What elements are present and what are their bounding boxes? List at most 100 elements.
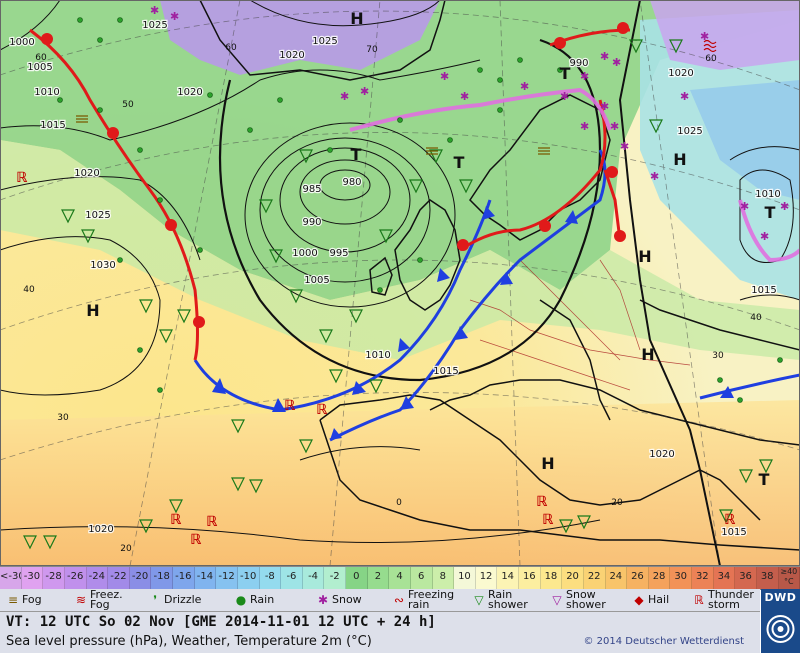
- warm-front-bumps: [41, 22, 629, 328]
- svg-text:✱: ✱: [612, 56, 621, 69]
- temperature-scale-cell: -2: [324, 567, 346, 589]
- isobar-label: 1000: [292, 248, 317, 259]
- legend-symbol-icon: ❜: [153, 593, 157, 607]
- high-pressure-mark: H: [638, 247, 651, 266]
- isobar-label: 1025: [142, 20, 167, 31]
- svg-text:✱: ✱: [610, 120, 619, 133]
- thunderstorm-symbols: ℝℝℝ ℝℝℝ ℝℝℝ: [16, 170, 736, 548]
- temperature-label: 70: [366, 45, 378, 55]
- isobar-label: 1010: [755, 189, 780, 200]
- isobar-label: 1025: [677, 126, 702, 137]
- legend-symbol-icon: ℝ: [694, 593, 704, 607]
- isobar-label: 1020: [649, 449, 674, 460]
- legend-symbol-icon: ◆: [634, 593, 644, 607]
- temperature-scale-cell: ≥40 °C: [778, 567, 800, 589]
- temperature-label: 30: [57, 413, 69, 423]
- svg-text:✱: ✱: [560, 90, 569, 103]
- high-pressure-mark: H: [541, 454, 554, 473]
- legend-symbol-icon: ▽: [474, 593, 484, 607]
- legend-item: ❜ Drizzle: [146, 589, 201, 611]
- temperature-scale-cell: -22: [108, 567, 130, 589]
- isobar-label: 1015: [751, 285, 776, 296]
- temperature-label: 60: [35, 53, 47, 63]
- temperature-label: 60: [225, 43, 237, 53]
- svg-text:✱: ✱: [700, 30, 709, 43]
- temperature-scale-cell: 26: [627, 567, 649, 589]
- isobar-label: 995: [329, 248, 348, 259]
- snow-band: [349, 87, 800, 263]
- legend-symbol-icon: ∾: [393, 593, 405, 607]
- legend-item: ≡ Fog: [4, 589, 42, 611]
- temperature-scale-cell: -10: [237, 567, 260, 589]
- svg-text:ℝ: ℝ: [206, 514, 218, 530]
- temp-field-purple-north: [160, 0, 440, 75]
- temperature-scale-cell: -18: [151, 567, 173, 589]
- svg-text:✱: ✱: [580, 70, 589, 83]
- cold-front-barbs: [212, 206, 734, 440]
- warm-fronts: [29, 28, 631, 361]
- isobar-label: 1010: [34, 87, 59, 98]
- temperature-scale-cell: -8: [259, 567, 282, 589]
- svg-text:ℝ: ℝ: [170, 512, 182, 528]
- temperature-scale-cell: 38: [756, 567, 779, 589]
- isobars: [0, 0, 800, 566]
- legend-label: Freezing rain: [408, 588, 455, 611]
- legend-item: ● Rain: [232, 589, 274, 611]
- low-pressure-mark: T: [759, 470, 770, 489]
- svg-text:✱: ✱: [360, 85, 369, 98]
- temp-field-south: [0, 400, 800, 566]
- legend-label: Snow: [332, 593, 362, 606]
- temperature-scale-cell: 2: [367, 567, 390, 589]
- svg-text:✱: ✱: [600, 50, 609, 63]
- temp-field-green-north: [0, 0, 800, 300]
- svg-text:✱: ✱: [460, 90, 469, 103]
- temperature-scale-cell: 12: [475, 567, 498, 589]
- temperature-scale-cell: 16: [519, 567, 541, 589]
- temperature-scale-cell: 22: [583, 567, 606, 589]
- svg-text:ℝ: ℝ: [536, 494, 548, 510]
- svg-text:✱: ✱: [440, 70, 449, 83]
- temperature-label: 40: [750, 313, 762, 323]
- isobar-label: 1015: [40, 120, 65, 131]
- low-pressure-mark: T: [454, 153, 465, 172]
- isobar-label: 990: [569, 58, 588, 69]
- temp-field-cold-east: [690, 80, 800, 200]
- svg-text:✱: ✱: [340, 90, 349, 103]
- legend-label: Drizzle: [164, 593, 202, 606]
- legend-item: ▽ Rain shower: [470, 589, 527, 611]
- temperature-scale-cell: 20: [562, 567, 584, 589]
- isobar-label: 985: [302, 184, 321, 195]
- svg-text:ℝ: ℝ: [542, 512, 554, 528]
- cold-fronts: [193, 149, 800, 442]
- temperature-scale-cell: <-30: [0, 567, 22, 589]
- isobar-labels: 1025 1000 1005 1010 1015 1020 1025 1020 990 1020 1…: [8, 19, 782, 540]
- temperature-scale: <-30-30-28-26-24-22-20-18-16-14-12-10-8-…: [0, 566, 800, 590]
- temperature-label: 60: [705, 54, 717, 64]
- isobar-label: 1020: [74, 168, 99, 179]
- temperature-scale-cell: -26: [64, 567, 87, 589]
- legend-item: ✱ Snow: [314, 589, 362, 611]
- isobar-label: 1020: [668, 68, 693, 79]
- dwd-logo: DWD: [761, 589, 800, 653]
- temperature-scale-cell: 8: [432, 567, 455, 589]
- valid-time-label: VT: 12 UTC So 02 Nov [GME 2014-11-01 12 …: [6, 614, 436, 630]
- legend-label: Rain: [250, 593, 275, 606]
- temperature-scale-cell: -6: [281, 567, 303, 589]
- svg-text:ℝ: ℝ: [724, 512, 736, 528]
- rain-dot-symbols: [57, 17, 783, 403]
- legend-symbol-icon: ▽: [552, 593, 562, 607]
- svg-text:✱: ✱: [650, 170, 659, 183]
- legend-item: ∾ Freezing rain: [390, 589, 454, 611]
- isobar-label: 1020: [177, 87, 202, 98]
- temp-field-green-light: [0, 140, 800, 360]
- isobar-label: 1020: [88, 524, 113, 535]
- legend-item: ◆ Hail: [630, 589, 669, 611]
- temperature-scale-cell: 10: [454, 567, 476, 589]
- low-pressure-mark: T: [765, 203, 776, 222]
- isobar-label: 1005: [27, 62, 52, 73]
- legend-label: Thunder storm: [708, 588, 754, 611]
- low-pressure-mark: T: [560, 64, 571, 83]
- rain-shower-symbols: [23, 39, 773, 550]
- high-pressure-mark: H: [673, 150, 686, 169]
